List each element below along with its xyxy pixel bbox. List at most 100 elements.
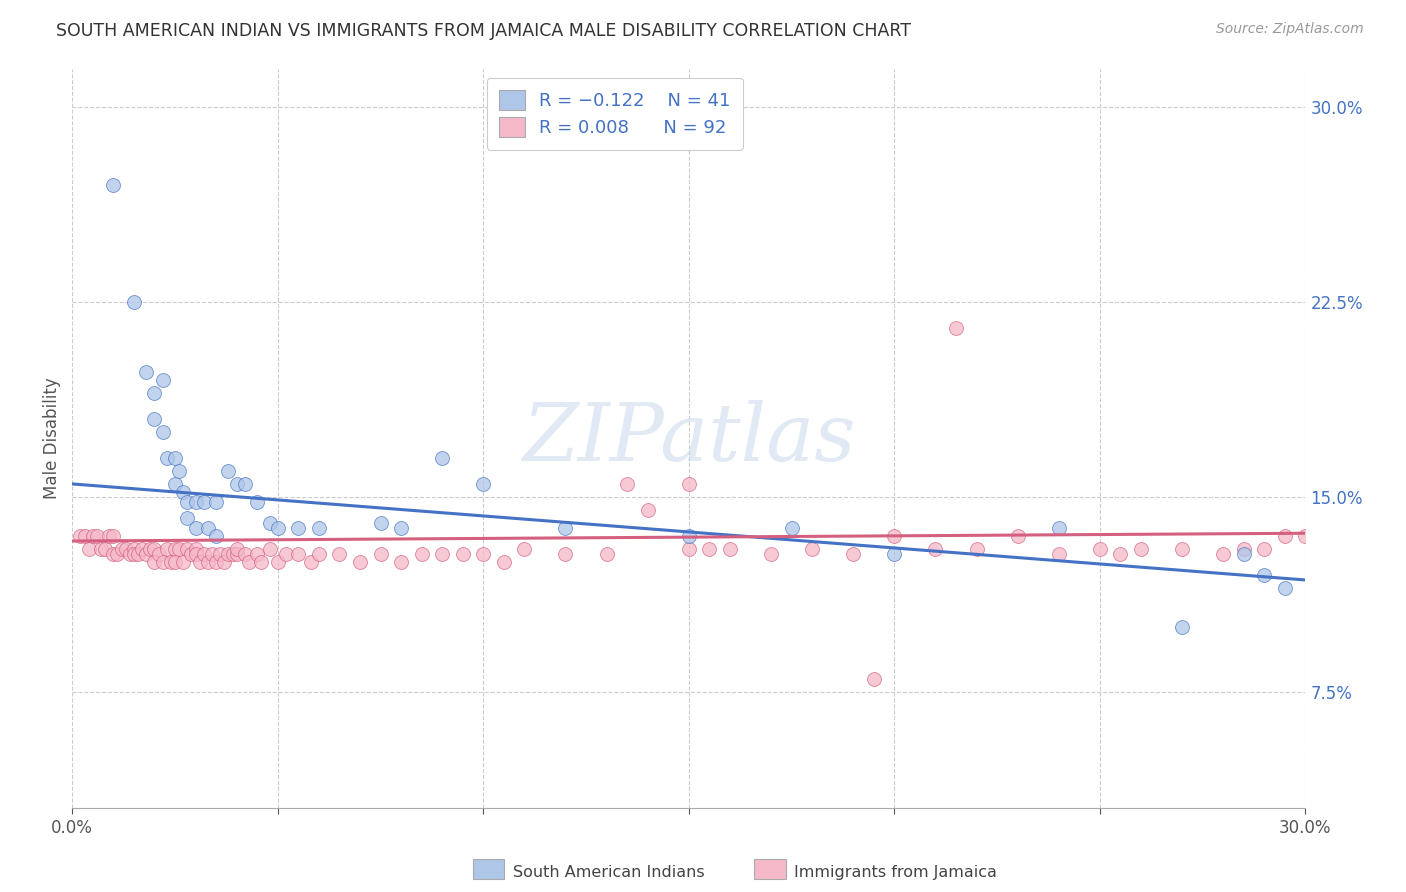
Point <box>103 547 125 561</box>
Point <box>246 495 269 509</box>
Point <box>801 541 824 556</box>
Point <box>172 555 194 569</box>
Point <box>188 555 211 569</box>
Point <box>430 450 453 465</box>
Point <box>209 547 232 561</box>
Point <box>472 547 495 561</box>
Point <box>148 547 170 561</box>
Point <box>122 541 145 556</box>
Point <box>176 510 198 524</box>
Legend: R = −0.122    N = 41, R = 0.008      N = 92: R = −0.122 N = 41, R = 0.008 N = 92 <box>486 78 742 150</box>
Point <box>205 555 228 569</box>
Point <box>156 450 179 465</box>
Point <box>554 521 576 535</box>
Point <box>472 477 495 491</box>
Point <box>1007 529 1029 543</box>
Point <box>201 547 224 561</box>
Point <box>225 477 247 491</box>
Point <box>163 555 186 569</box>
Point <box>176 495 198 509</box>
Point <box>308 521 330 535</box>
Point <box>595 547 617 561</box>
Point <box>945 321 967 335</box>
Point <box>152 555 174 569</box>
Point <box>678 541 700 556</box>
Point <box>1047 547 1070 561</box>
Point <box>370 547 392 561</box>
Point <box>118 547 141 561</box>
Point <box>1130 541 1153 556</box>
Point <box>143 555 166 569</box>
Point <box>110 541 132 556</box>
Point <box>759 547 782 561</box>
Point <box>127 547 149 561</box>
Point <box>267 521 290 535</box>
Point <box>114 541 136 556</box>
Point <box>163 541 186 556</box>
Point <box>451 547 474 561</box>
Point <box>184 547 207 561</box>
Point <box>214 555 236 569</box>
Point <box>193 547 215 561</box>
Point <box>184 495 207 509</box>
Point <box>1109 547 1132 561</box>
Point <box>411 547 433 561</box>
Point <box>163 477 186 491</box>
Point <box>156 541 179 556</box>
Bar <box>472 859 505 879</box>
Point <box>1047 521 1070 535</box>
Text: SOUTH AMERICAN INDIAN VS IMMIGRANTS FROM JAMAICA MALE DISABILITY CORRELATION CHA: SOUTH AMERICAN INDIAN VS IMMIGRANTS FROM… <box>56 22 911 40</box>
Point <box>107 547 129 561</box>
Point <box>1171 620 1194 634</box>
Point <box>143 541 166 556</box>
Point <box>678 529 700 543</box>
Point <box>143 386 166 401</box>
Point <box>225 547 247 561</box>
Point <box>780 521 803 535</box>
Point <box>205 529 228 543</box>
Point <box>172 484 194 499</box>
Point <box>131 541 153 556</box>
Point <box>217 547 239 561</box>
Point <box>184 521 207 535</box>
Point <box>430 547 453 561</box>
Point <box>349 555 371 569</box>
Point <box>1233 541 1256 556</box>
Point <box>94 541 117 556</box>
Point <box>122 295 145 310</box>
Point <box>1253 541 1275 556</box>
Point <box>966 541 988 556</box>
Point <box>167 464 190 478</box>
Point <box>328 547 350 561</box>
Point <box>90 541 112 556</box>
Point <box>1253 567 1275 582</box>
Point <box>883 529 905 543</box>
Point <box>98 529 121 543</box>
Point <box>233 547 256 561</box>
Point <box>718 541 741 556</box>
Point <box>86 529 108 543</box>
Point <box>152 373 174 387</box>
Point <box>267 555 290 569</box>
Point <box>139 541 162 556</box>
Point <box>699 541 721 556</box>
Point <box>862 672 884 686</box>
Point <box>122 547 145 561</box>
Point <box>259 541 281 556</box>
Point <box>225 541 247 556</box>
Point <box>299 555 322 569</box>
Point <box>389 555 412 569</box>
Bar <box>754 859 786 879</box>
Point <box>637 503 659 517</box>
Point <box>217 464 239 478</box>
Point <box>73 529 96 543</box>
Text: ZIPatlas: ZIPatlas <box>522 400 856 477</box>
Point <box>250 555 273 569</box>
Point <box>924 541 946 556</box>
Point <box>308 547 330 561</box>
Point <box>883 547 905 561</box>
Point <box>1212 547 1234 561</box>
Point <box>287 521 309 535</box>
Point <box>184 541 207 556</box>
Point <box>492 555 515 569</box>
